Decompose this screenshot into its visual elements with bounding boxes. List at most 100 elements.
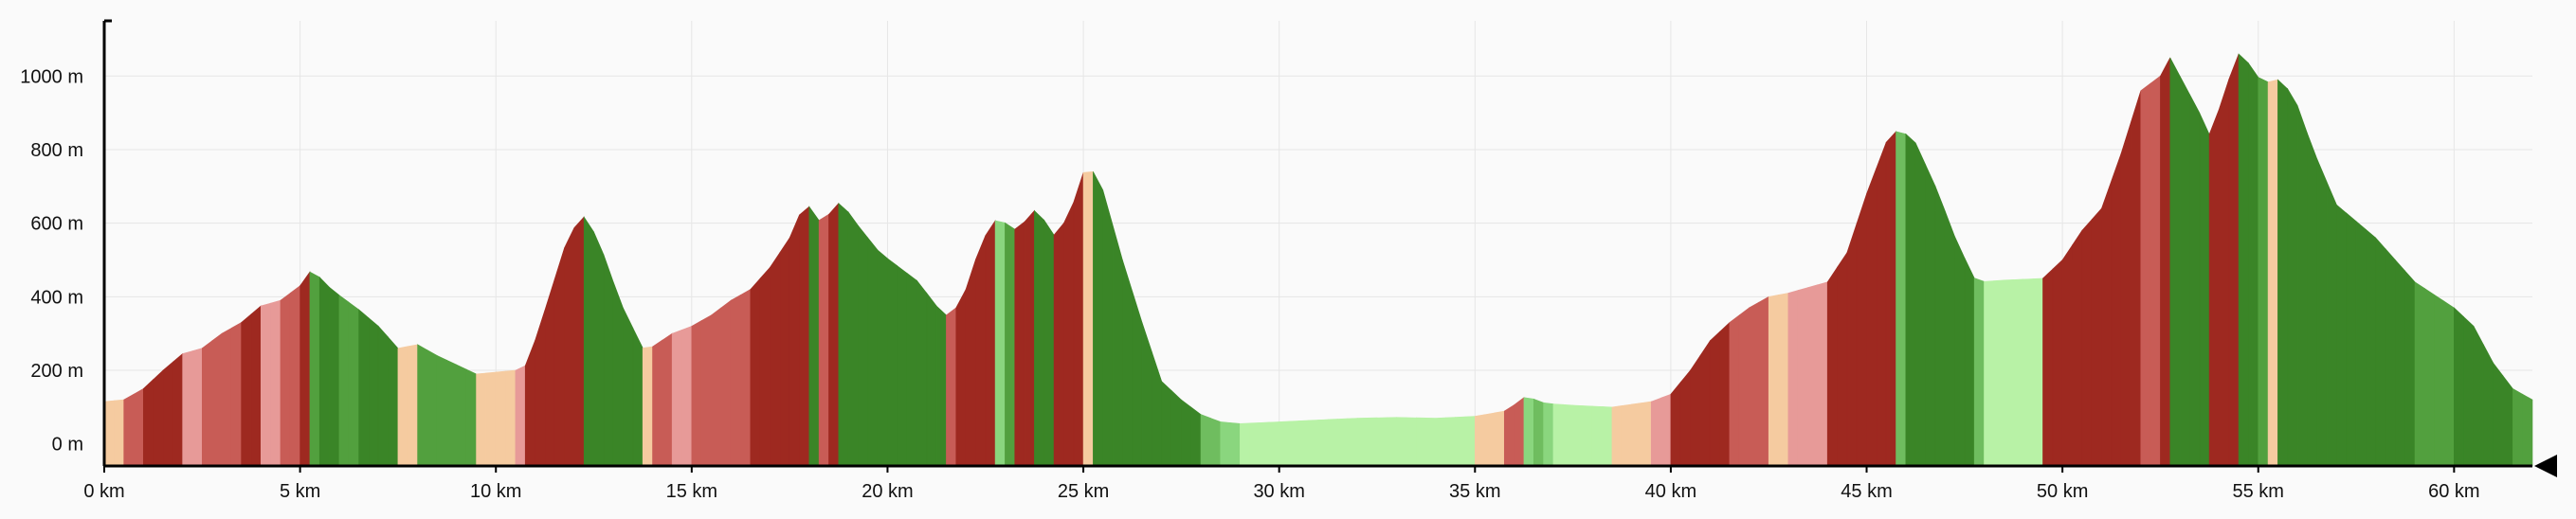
grade-segment <box>1024 209 1035 467</box>
grade-segment <box>2179 76 2190 467</box>
grade-segment <box>730 294 741 467</box>
grade-segment <box>1934 186 1946 467</box>
grade-segment <box>671 329 682 467</box>
grade-segment <box>652 339 663 467</box>
grade-segment <box>946 307 957 467</box>
grade-segment <box>1043 219 1055 467</box>
grade-segment <box>260 302 271 467</box>
grade-segment <box>2111 152 2122 467</box>
tick-labels: 0 km 5 km 10 km 15 km 20 km 25 km 30 km 35 km 40… <box>20 66 2479 502</box>
x-tick-label: 20 km <box>862 481 913 502</box>
grade-segment <box>1082 170 1094 467</box>
grade-segment <box>1641 401 1652 467</box>
grade-segment <box>1787 290 1799 467</box>
x-tick-label: 40 km <box>1645 481 1696 502</box>
grade-segment <box>289 285 300 467</box>
grade-segment <box>1102 189 1114 467</box>
x-tick-label: 45 km <box>1841 481 1892 502</box>
grade-segment <box>691 320 702 467</box>
grade-segment <box>1288 421 1299 467</box>
grade-segment <box>2502 374 2513 467</box>
grade-segment <box>1063 202 1075 467</box>
grade-segment <box>143 379 154 467</box>
grade-segment <box>299 271 311 467</box>
x-tick-label: 15 km <box>666 481 717 502</box>
y-tick-label: 600 m <box>30 214 83 235</box>
grade-segment <box>1826 266 1838 467</box>
grade-segment <box>2131 90 2142 467</box>
axes <box>102 19 2557 477</box>
grade-segment <box>759 266 771 467</box>
grade-segment <box>720 299 732 467</box>
grade-segment <box>867 237 879 467</box>
grade-segment <box>1347 418 1358 467</box>
grade-segment <box>309 271 320 467</box>
grade-segment <box>1984 280 1995 467</box>
grade-segment <box>515 365 526 467</box>
grade-segment <box>2296 105 2308 467</box>
grade-segment <box>2385 248 2396 467</box>
grade-segment <box>407 344 418 467</box>
grade-segment <box>1876 142 1887 467</box>
grade-segment <box>1914 142 1926 467</box>
grade-segment <box>1170 389 1182 467</box>
grade-segment <box>2336 204 2348 467</box>
grade-segment <box>2326 181 2337 467</box>
grade-segment <box>1269 421 1279 467</box>
grade-segment <box>632 328 644 467</box>
grade-segment <box>1181 399 1191 467</box>
grade-segment <box>2052 259 2063 467</box>
grade-segment <box>838 202 849 467</box>
grade-segment <box>700 314 712 467</box>
grade-segment <box>1367 417 1378 467</box>
grade-segment <box>2258 77 2269 467</box>
grade-segment <box>2081 218 2093 467</box>
grade-segment <box>476 372 487 467</box>
grade-segment <box>623 308 634 467</box>
grade-segment <box>564 227 575 467</box>
grade-segment <box>1220 421 1231 467</box>
grade-segment <box>1866 168 1878 467</box>
grade-segment <box>583 216 594 467</box>
grade-segment <box>1660 393 1672 467</box>
grade-segment <box>1337 418 1349 467</box>
x-tick-label: 5 km <box>280 481 320 502</box>
grade-segment <box>172 352 183 467</box>
grade-segment <box>1014 221 1025 467</box>
grade-segment <box>877 249 888 467</box>
grade-segment <box>270 299 281 467</box>
grade-segment <box>1807 284 1819 467</box>
grade-segment <box>1122 260 1134 467</box>
grade-segment <box>2120 121 2132 467</box>
grade-segment <box>1944 210 1955 467</box>
grade-segment <box>808 206 820 467</box>
x-tick-label: 50 km <box>2037 481 2088 502</box>
grade-segment <box>1650 397 1661 467</box>
grade-segment <box>338 295 350 467</box>
grade-segment <box>230 321 242 467</box>
y-tick-label: 800 m <box>30 140 83 161</box>
grade-segment <box>377 325 389 467</box>
x-tick-label: 60 km <box>2428 481 2479 502</box>
grade-segment <box>1514 397 1525 467</box>
grade-segment <box>221 327 232 467</box>
grade-segment <box>1112 224 1123 467</box>
grade-segment <box>1474 414 1485 467</box>
grade-segment <box>1034 209 1045 467</box>
grade-segment <box>2219 79 2230 467</box>
grade-segment <box>1210 418 1221 467</box>
grade-segment <box>2316 158 2328 467</box>
grade-segment <box>1494 410 1505 467</box>
grade-segment <box>426 349 438 467</box>
grade-segment <box>1455 416 1466 467</box>
grade-segment <box>1005 222 1016 467</box>
grade-segment <box>1905 133 1916 467</box>
grade-segment <box>2395 259 2405 467</box>
grade-segment <box>1964 258 1975 467</box>
grade-segment <box>1896 131 1907 467</box>
grade-segment <box>926 292 937 467</box>
grade-segment <box>1993 279 2005 467</box>
y-tick-label: 1000 m <box>20 66 83 87</box>
grade-segment <box>1749 301 1760 467</box>
grade-segment <box>1670 381 1681 467</box>
